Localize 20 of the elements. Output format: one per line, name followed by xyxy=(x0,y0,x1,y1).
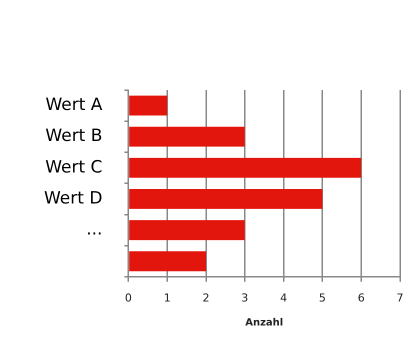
x-axis-title: Anzahl xyxy=(245,318,284,329)
y-tick-label: ... xyxy=(86,220,102,240)
x-tick-label: 0 xyxy=(124,291,132,304)
bar xyxy=(129,189,322,209)
x-tick-label: 5 xyxy=(318,291,326,304)
x-tick-label: 7 xyxy=(396,291,404,304)
x-tick-label: 1 xyxy=(164,291,171,304)
bar xyxy=(129,96,168,116)
y-tick-label: Wert D xyxy=(44,188,102,208)
y-tick-label: Wert C xyxy=(45,157,102,178)
bar xyxy=(129,220,245,240)
bar xyxy=(129,126,245,147)
x-tick-label: 6 xyxy=(358,291,365,304)
bar xyxy=(129,158,362,178)
bar xyxy=(129,251,206,272)
y-tick-label: Wert A xyxy=(45,94,103,115)
x-tick-label: 3 xyxy=(241,291,248,304)
y-tick-label: Wert B xyxy=(45,126,102,146)
x-tick-label: 2 xyxy=(202,291,210,304)
x-tick-label: 4 xyxy=(280,291,288,304)
